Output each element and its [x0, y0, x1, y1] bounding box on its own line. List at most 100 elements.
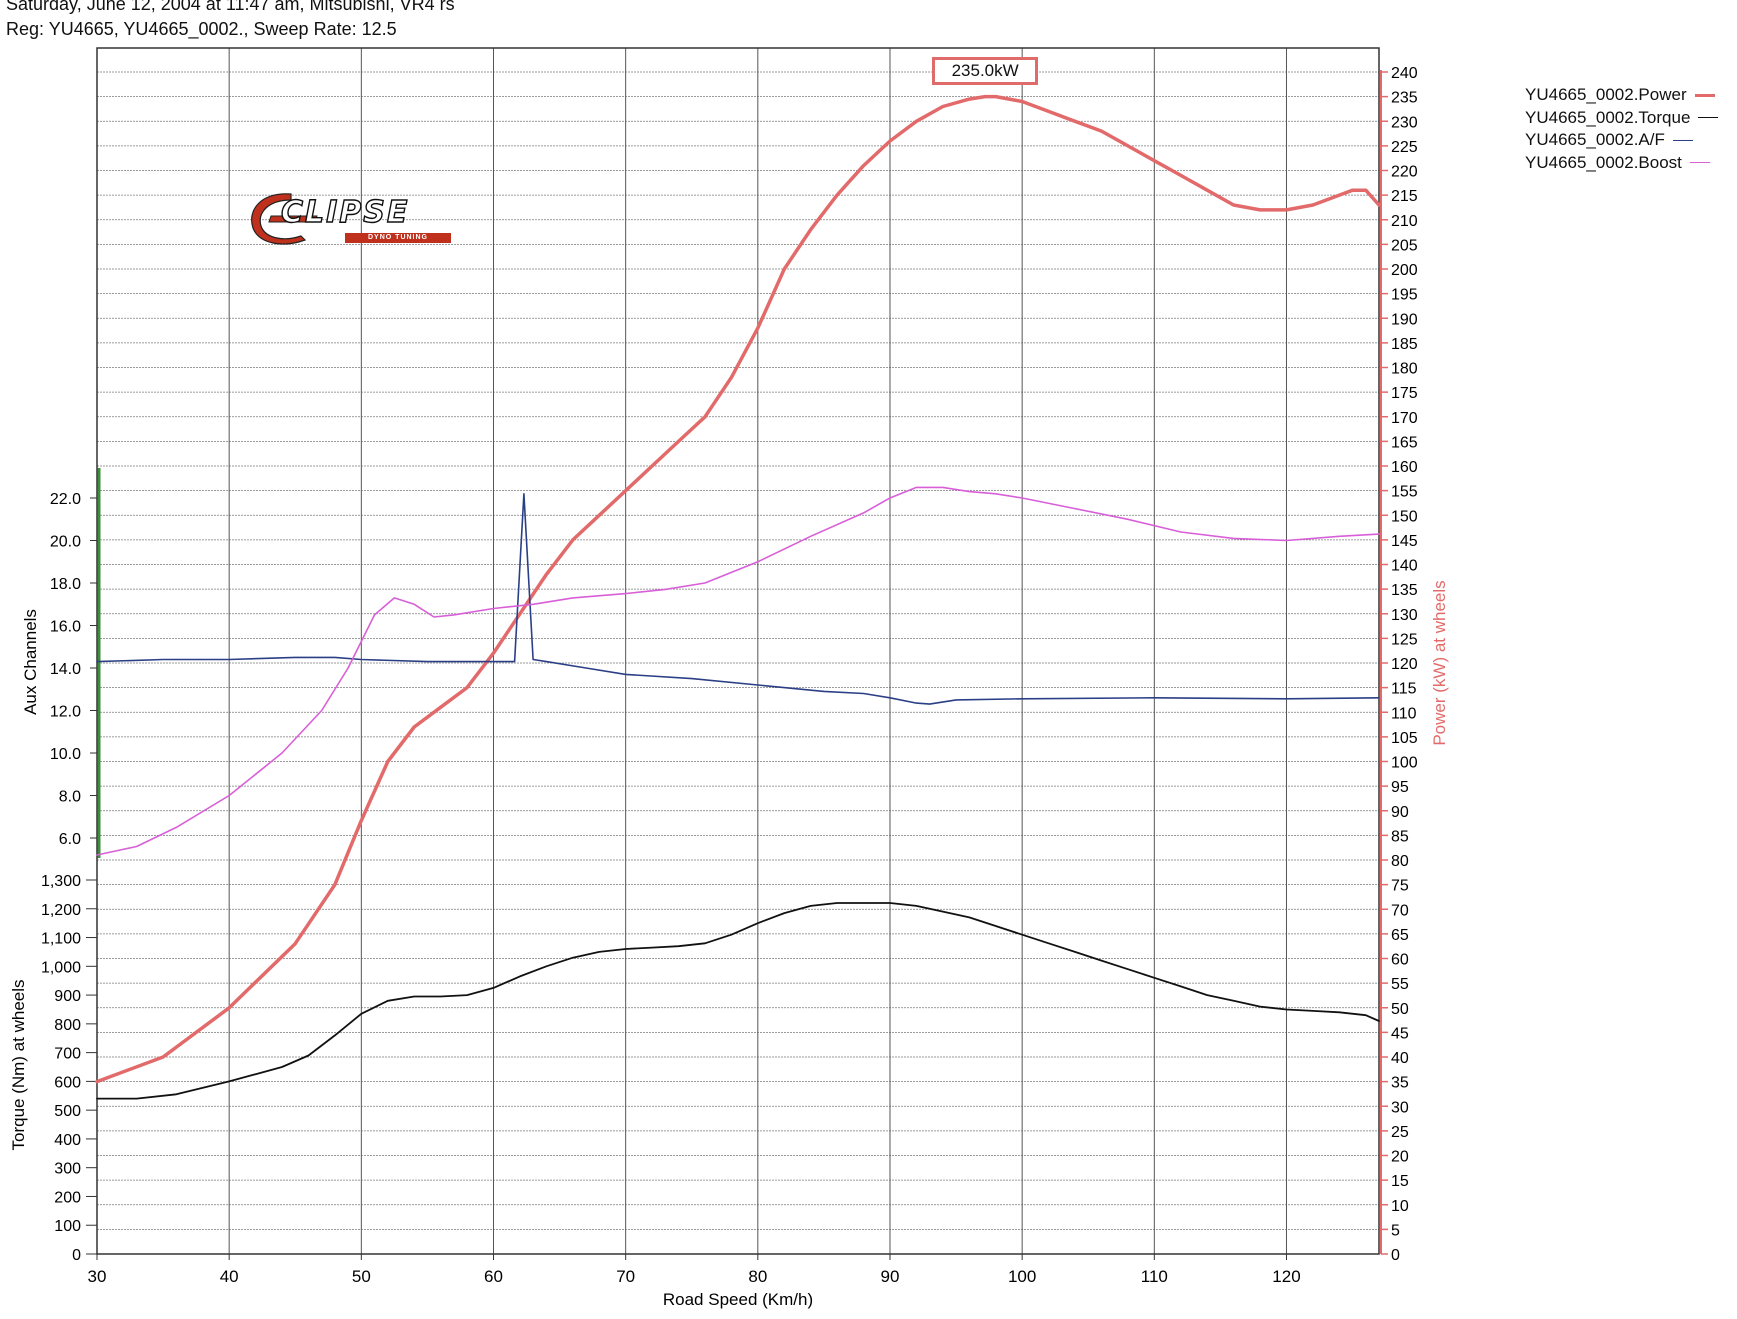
torque-tick-label: 1,000	[41, 959, 81, 976]
torque-tick-label: 700	[54, 1046, 81, 1063]
x-tick-label: 60	[484, 1267, 503, 1286]
chart-legend: YU4665_0002.Power YU4665_0002.Torque YU466…	[1525, 84, 1719, 174]
x-tick-label: 110	[1141, 1267, 1168, 1286]
plot-frame	[96, 47, 1380, 1255]
power-tick-label: 120	[1391, 656, 1418, 673]
legend-item: YU4665_0002.Torque	[1525, 107, 1719, 130]
power-tick-label: 115	[1391, 681, 1417, 698]
series-power-line	[95, 94, 1381, 1084]
power-tick-label: 5	[1391, 1222, 1400, 1239]
torque-tick-label: 0	[72, 1247, 81, 1264]
power-tick-label: 95	[1391, 779, 1409, 796]
power-tick-label: 190	[1391, 311, 1418, 328]
power-tick-label: 60	[1391, 952, 1409, 969]
x-tick-label: 50	[352, 1267, 371, 1286]
eclipse-logo: CLIPSE DYNO TUNING	[247, 190, 462, 252]
power-tick-label: 160	[1391, 459, 1418, 476]
logo-subtext: DYNO TUNING	[345, 233, 451, 243]
torque-tick-label: 800	[54, 1017, 81, 1034]
power-tick-label: 165	[1391, 434, 1418, 451]
power-tick-label: 235	[1391, 90, 1418, 107]
logo-text: CLIPSE	[280, 194, 410, 230]
power-tick-label: 220	[1391, 164, 1418, 181]
series-af-line	[96, 492, 1380, 705]
power-tick-label: 150	[1391, 508, 1418, 525]
aux-tick-label: 14.0	[50, 661, 81, 678]
power-tick-label: 85	[1391, 828, 1409, 845]
aux-tick-label: 10.0	[50, 746, 81, 763]
torque-tick-label: 100	[54, 1218, 81, 1235]
x-tick-label: 120	[1272, 1267, 1300, 1286]
torque-axis-ticks: 1,300 1,200 1,100 1,000 900 800 700 600 500 400 30…	[41, 873, 97, 1264]
power-tick-label: 45	[1391, 1025, 1409, 1042]
aux-tick-label: 18.0	[50, 576, 81, 593]
power-tick-label: 80	[1391, 853, 1409, 870]
power-tick-label: 35	[1391, 1075, 1409, 1092]
torque-axis-label: Torque (Nm) at wheels	[9, 979, 28, 1150]
x-tick-label: 40	[220, 1267, 239, 1286]
power-tick-label: 75	[1391, 878, 1409, 895]
power-tick-label: 30	[1391, 1099, 1409, 1116]
aux-tick-label: 20.0	[50, 534, 81, 551]
power-tick-label: 130	[1391, 607, 1418, 624]
power-tick-label: 10	[1391, 1198, 1409, 1215]
power-tick-label: 55	[1391, 976, 1409, 993]
series-layer	[95, 94, 1381, 1100]
x-axis-label: Road Speed (Km/h)	[663, 1290, 813, 1309]
power-axis-ticks: 0 5 10 15 20 25 30 35 40 45 50 55 60 65 70 75 80 85 90 95 10…	[1381, 65, 1418, 1264]
power-tick-label: 145	[1391, 533, 1418, 550]
aux-tick-label: 8.0	[59, 789, 81, 806]
power-tick-label: 170	[1391, 410, 1418, 427]
power-tick-label: 195	[1391, 287, 1418, 304]
x-axis-ticks: 30 40 50 60 70 80 90 100 110 120	[88, 1254, 1301, 1286]
power-tick-label: 15	[1391, 1173, 1409, 1190]
power-tick-label: 185	[1391, 336, 1418, 353]
torque-tick-label: 900	[54, 988, 81, 1005]
legend-item: YU4665_0002.Power	[1525, 84, 1718, 107]
power-tick-label: 175	[1391, 385, 1418, 402]
series-torque-line	[96, 902, 1380, 1100]
legend-label: YU4665_0002.Power	[1525, 85, 1687, 104]
power-tick-label: 135	[1391, 582, 1418, 599]
aux-axis-label: Aux Channels	[21, 609, 40, 715]
power-tick-label: 140	[1391, 558, 1418, 575]
power-tick-label: 105	[1391, 730, 1418, 747]
legend-swatch	[1694, 93, 1715, 97]
x-tick-label: 30	[88, 1267, 107, 1286]
header-line-1: Saturday, June 12, 2004 at 11:47 am, Mit…	[6, 0, 455, 14]
torque-tick-label: 500	[54, 1103, 81, 1120]
aux-tick-label: 12.0	[50, 704, 81, 721]
power-tick-label: 90	[1391, 804, 1409, 821]
torque-tick-label: 600	[54, 1074, 81, 1091]
x-tick-label: 70	[616, 1267, 635, 1286]
logo-swoosh-icon	[251, 193, 318, 245]
power-tick-label: 180	[1391, 361, 1418, 378]
x-tick-label: 100	[1008, 1267, 1036, 1286]
power-tick-label: 25	[1391, 1124, 1409, 1141]
power-tick-label: 230	[1391, 114, 1418, 131]
torque-tick-label: 1,300	[41, 873, 81, 890]
header-line-2: Reg: YU4665, YU4665_0002., Sweep Rate: 1…	[6, 19, 397, 39]
x-tick-label: 80	[748, 1267, 767, 1286]
power-tick-label: 125	[1391, 631, 1418, 648]
legend-swatch	[1672, 139, 1693, 141]
legend-label: YU4665_0002.A/F	[1525, 130, 1665, 149]
torque-tick-label: 300	[54, 1161, 81, 1178]
power-tick-label: 215	[1391, 188, 1418, 205]
legend-swatch	[1689, 162, 1710, 164]
legend-item: YU4665_0002.A/F	[1525, 129, 1718, 152]
power-tick-label: 210	[1391, 213, 1418, 230]
power-tick-label: 240	[1391, 65, 1418, 82]
power-tick-label: 40	[1391, 1050, 1409, 1067]
power-tick-label: 70	[1391, 902, 1409, 919]
power-tick-label: 50	[1391, 1001, 1409, 1018]
x-tick-label: 90	[881, 1267, 900, 1286]
power-tick-label: 110	[1391, 705, 1417, 722]
aux-tick-label: 16.0	[50, 619, 81, 636]
aux-tick-label: 22.0	[50, 491, 81, 508]
power-tick-label: 65	[1391, 927, 1409, 944]
peak-power-annotation: 235.0kW	[932, 56, 1039, 85]
power-tick-label: 0	[1391, 1247, 1400, 1264]
legend-swatch	[1698, 117, 1719, 119]
